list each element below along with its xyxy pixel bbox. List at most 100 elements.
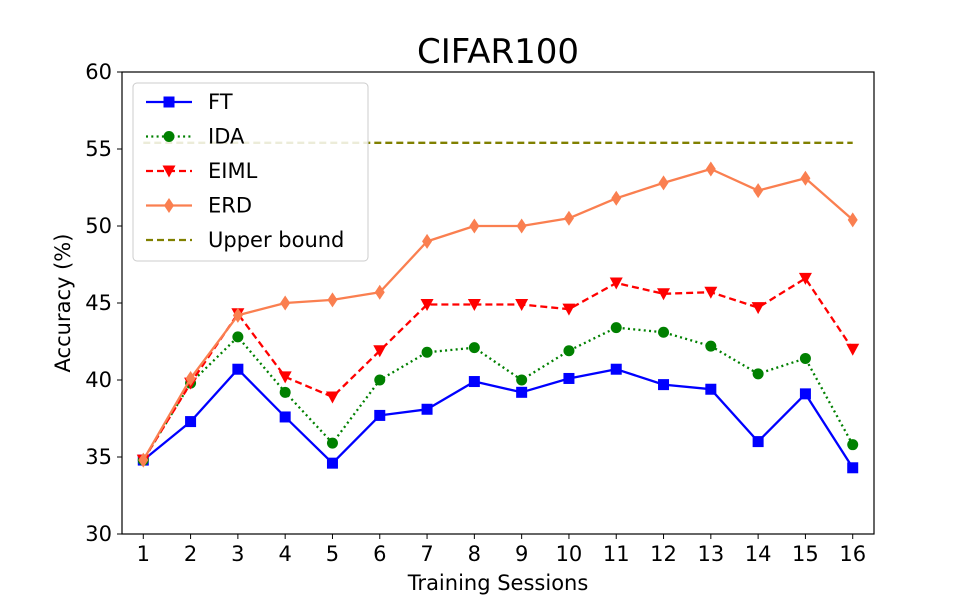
data-point — [280, 295, 291, 311]
chart-title: CIFAR100 — [417, 32, 579, 72]
data-point — [279, 386, 291, 398]
data-point — [467, 299, 481, 312]
data-point — [232, 307, 243, 323]
series-line — [142, 326, 854, 461]
data-point — [609, 277, 623, 290]
data-point — [705, 383, 717, 395]
legend-box — [132, 82, 369, 262]
y-axis-label: Accuracy (%) — [51, 234, 75, 373]
data-point — [325, 391, 339, 404]
legend-marker — [164, 198, 174, 213]
legend-label: IDA — [208, 125, 245, 149]
data-point — [373, 345, 387, 358]
data-point — [846, 343, 860, 356]
data-point — [705, 161, 716, 177]
x-tick-label: 14 — [745, 542, 772, 566]
x-tick-label: 11 — [603, 542, 630, 566]
data-point — [185, 370, 196, 386]
legend-entry: ERD — [146, 194, 252, 218]
data-point — [705, 340, 717, 352]
data-point — [563, 345, 575, 357]
x-axis-label: Training Sessions — [407, 571, 589, 595]
x-tick-label: 5 — [326, 542, 339, 566]
x-axis: 1 2 3 4 5 6 7 8 9 10 11 12 13 14 15 16 — [137, 534, 866, 566]
data-point — [563, 372, 575, 384]
data-point — [374, 374, 386, 386]
data-point — [374, 409, 386, 421]
x-tick-label: 4 — [278, 542, 291, 566]
series-line — [142, 368, 854, 469]
data-point — [657, 288, 671, 301]
series-line — [142, 167, 854, 461]
series-eiml — [136, 272, 860, 467]
legend: FT IDA EIML ERD Upper bound — [132, 82, 369, 262]
legend-label: FT — [208, 90, 233, 114]
legend-entry: EIML — [146, 159, 258, 183]
data-point — [800, 170, 811, 186]
x-tick-label: 2 — [184, 542, 197, 566]
x-tick-label: 13 — [697, 542, 724, 566]
data-point — [468, 376, 480, 388]
data-point — [704, 286, 718, 299]
y-tick-label: 40 — [85, 368, 112, 392]
x-tick-label: 12 — [650, 542, 677, 566]
legend-label: ERD — [208, 194, 252, 218]
y-tick-label: 60 — [85, 60, 112, 84]
data-point — [232, 331, 244, 343]
data-point — [562, 303, 576, 316]
data-point — [420, 299, 434, 312]
data-point — [610, 322, 622, 334]
series-ida — [137, 322, 859, 466]
x-tick-label: 8 — [468, 542, 481, 566]
data-point — [327, 292, 338, 308]
data-point — [516, 218, 527, 234]
y-tick-label: 50 — [85, 214, 112, 238]
legend-label: EIML — [208, 159, 258, 183]
data-point — [232, 363, 244, 375]
data-point — [753, 183, 764, 199]
x-tick-label: 16 — [839, 542, 866, 566]
data-point — [326, 457, 338, 469]
legend-marker — [163, 96, 175, 108]
x-tick-label: 1 — [137, 542, 150, 566]
data-point — [469, 218, 480, 234]
data-point — [799, 388, 811, 400]
data-point — [138, 452, 149, 468]
data-point — [374, 284, 385, 300]
data-point — [278, 371, 292, 384]
series-ft — [137, 363, 859, 474]
legend-entry: Upper bound — [146, 228, 344, 252]
data-point — [516, 374, 528, 386]
data-point — [658, 175, 669, 191]
y-axis: 30 35 40 45 50 55 60 — [85, 60, 122, 546]
data-point — [563, 210, 574, 226]
data-point — [847, 462, 859, 474]
legend-label: Upper bound — [208, 228, 344, 252]
data-point — [515, 299, 529, 312]
series-erd — [138, 161, 858, 468]
x-tick-label: 10 — [556, 542, 583, 566]
legend-entry: FT — [146, 90, 233, 114]
data-point — [658, 326, 670, 338]
data-point — [751, 302, 765, 315]
data-point — [326, 437, 338, 449]
legend-marker — [162, 165, 176, 178]
data-point — [752, 436, 764, 448]
y-tick-label: 35 — [85, 445, 112, 469]
data-point — [516, 386, 528, 398]
data-point — [279, 411, 291, 423]
data-point — [468, 342, 480, 354]
y-tick-label: 55 — [85, 137, 112, 161]
data-point — [421, 403, 433, 415]
data-point — [752, 368, 764, 380]
data-point — [421, 346, 433, 358]
data-point — [610, 363, 622, 375]
data-point — [422, 233, 433, 249]
data-point — [799, 352, 811, 364]
x-tick-label: 9 — [515, 542, 528, 566]
x-tick-label: 3 — [231, 542, 244, 566]
data-point — [185, 416, 197, 428]
legend-entry: IDA — [146, 125, 245, 149]
data-point — [611, 190, 622, 206]
plot-content — [136, 141, 860, 474]
